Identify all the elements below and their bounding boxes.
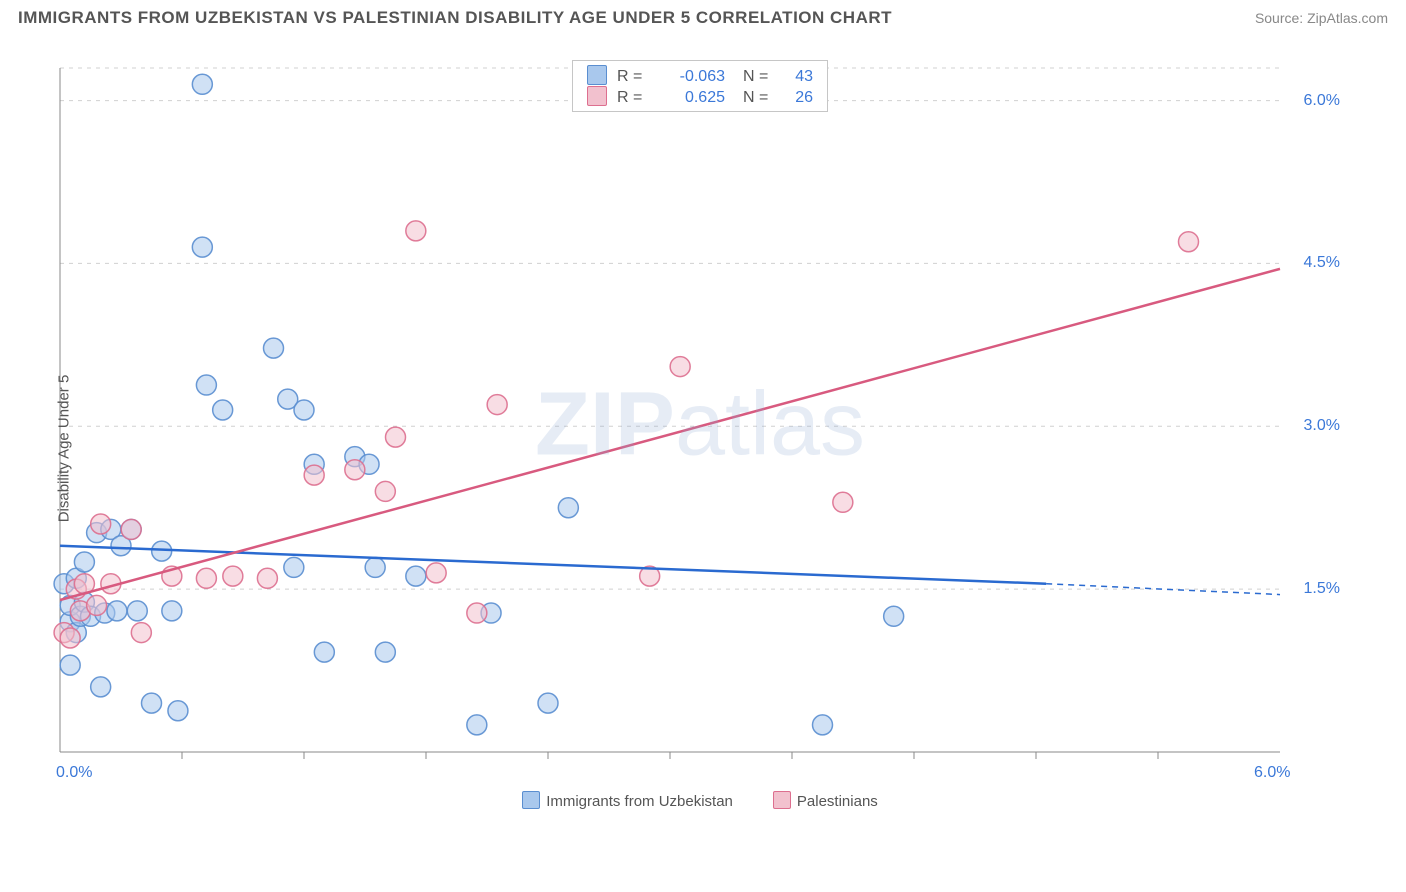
scatter-chart-svg — [50, 60, 1350, 820]
chart-container: Disability Age Under 5 ZIPatlas R = -0.0… — [50, 60, 1350, 820]
x-axis-legend: Immigrants from Uzbekistan Palestinians — [50, 791, 1350, 810]
y-tick-label: 3.0% — [1304, 417, 1340, 435]
x-tick-label: 6.0% — [1254, 764, 1290, 782]
y-tick-label: 1.5% — [1304, 580, 1340, 598]
legend-swatch — [773, 791, 791, 809]
legend-row: R = -0.063N = 43 — [587, 65, 813, 86]
source-attribution: Source: ZipAtlas.com — [1255, 10, 1388, 26]
y-tick-label: 4.5% — [1304, 254, 1340, 272]
legend-swatch — [522, 791, 540, 809]
y-tick-label: 6.0% — [1304, 92, 1340, 110]
series-legend-item: Immigrants from Uzbekistan — [522, 793, 733, 810]
y-axis-label: Disability Age Under 5 — [56, 375, 73, 523]
series-legend-item: Palestinians — [773, 793, 878, 810]
correlation-legend: R = -0.063N = 43R = 0.625N = 26 — [572, 60, 828, 112]
legend-swatch — [587, 65, 607, 85]
chart-title: IMMIGRANTS FROM UZBEKISTAN VS PALESTINIA… — [18, 8, 892, 28]
legend-row: R = 0.625N = 26 — [587, 86, 813, 107]
x-tick-label: 0.0% — [56, 764, 92, 782]
legend-swatch — [587, 86, 607, 106]
